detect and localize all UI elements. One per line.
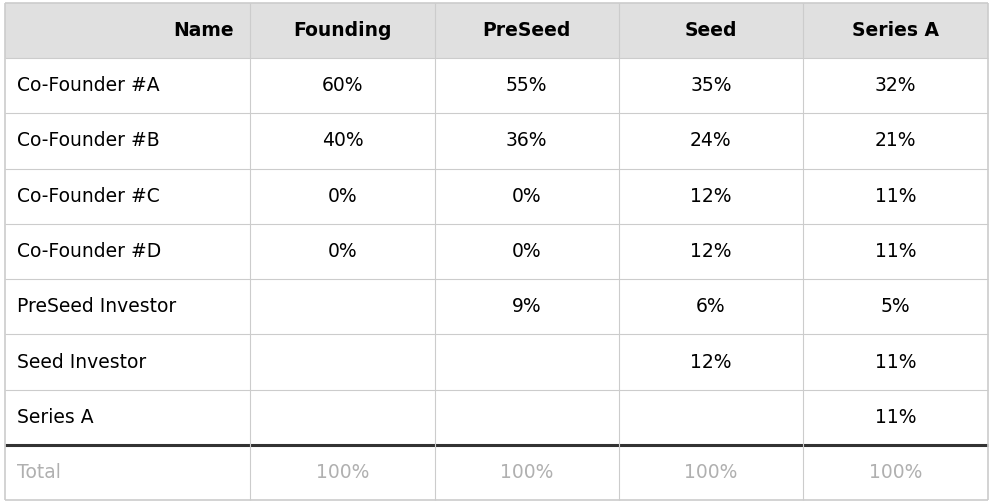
Text: Co-Founder #B: Co-Founder #B [17,131,160,150]
Text: 100%: 100% [316,463,369,482]
Text: 60%: 60% [322,76,363,95]
Text: Co-Founder #A: Co-Founder #A [17,76,160,95]
Text: 9%: 9% [511,297,541,316]
Text: 21%: 21% [875,131,917,150]
Text: 35%: 35% [690,76,732,95]
Text: 11%: 11% [875,353,917,372]
Text: Total: Total [17,463,61,482]
Text: PreSeed Investor: PreSeed Investor [17,297,176,316]
Text: 100%: 100% [869,463,922,482]
Text: Series A: Series A [852,21,939,40]
Text: 100%: 100% [684,463,738,482]
Text: Co-Founder #C: Co-Founder #C [17,187,160,206]
Text: 6%: 6% [696,297,726,316]
Text: Series A: Series A [17,408,93,427]
Text: PreSeed: PreSeed [483,21,571,40]
Text: 11%: 11% [875,408,917,427]
Text: Seed Investor: Seed Investor [17,353,146,372]
Text: Co-Founder #D: Co-Founder #D [17,242,161,261]
Text: 0%: 0% [328,187,357,206]
Text: Founding: Founding [293,21,392,40]
Text: 32%: 32% [875,76,917,95]
Text: 100%: 100% [500,463,553,482]
Text: Seed: Seed [684,21,737,40]
Text: 0%: 0% [511,187,541,206]
Text: Name: Name [173,21,234,40]
Text: 12%: 12% [690,353,732,372]
Text: 0%: 0% [328,242,357,261]
Text: 55%: 55% [506,76,547,95]
Text: 12%: 12% [690,187,732,206]
Text: 11%: 11% [875,242,917,261]
Text: 5%: 5% [881,297,911,316]
Text: 11%: 11% [875,187,917,206]
Text: 36%: 36% [506,131,547,150]
Bar [5,3,988,58]
Text: 40%: 40% [322,131,363,150]
Text: 0%: 0% [511,242,541,261]
Text: 24%: 24% [690,131,732,150]
Text: 12%: 12% [690,242,732,261]
